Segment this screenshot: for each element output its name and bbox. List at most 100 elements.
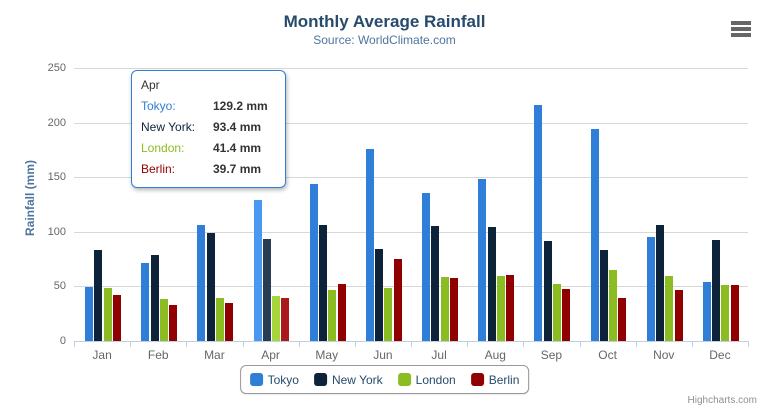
x-axis-tick <box>74 342 75 347</box>
y-axis-tick-label: 200 <box>47 116 66 129</box>
x-axis-tick <box>243 342 244 347</box>
bar-london-nov[interactable] <box>665 276 674 341</box>
bar-tokyo-nov[interactable] <box>646 236 655 341</box>
legend-item-berlin[interactable]: Berlin <box>470 372 520 387</box>
legend-label: Berlin <box>488 372 520 387</box>
x-axis-tick <box>186 342 187 347</box>
bar-london-jun[interactable] <box>384 288 393 341</box>
bar-london-sep[interactable] <box>552 283 561 341</box>
bar-berlin-jul[interactable] <box>449 278 458 341</box>
bar-new-york-jun[interactable] <box>375 248 384 341</box>
y-axis-tick-label: 0 <box>59 335 66 347</box>
bar-tokyo-feb[interactable] <box>141 262 150 341</box>
bar-berlin-jun[interactable] <box>393 258 402 341</box>
y-gridline <box>74 177 748 179</box>
bar-new-york-apr[interactable] <box>262 239 271 341</box>
x-axis-category-label: Aug <box>484 348 506 362</box>
x-axis-category-label: Jul <box>431 348 447 362</box>
tooltip-series-value: 129.2 mm <box>213 99 268 113</box>
bar-berlin-nov[interactable] <box>674 289 683 341</box>
y-gridline <box>74 286 748 288</box>
x-axis-category-label: Dec <box>709 348 731 362</box>
bar-london-mar[interactable] <box>215 298 224 341</box>
y-gridline <box>74 231 748 233</box>
bar-new-york-feb[interactable] <box>150 255 159 341</box>
x-axis-tick <box>130 342 131 347</box>
hamburger-icon <box>731 21 751 25</box>
bar-london-jul[interactable] <box>440 276 449 341</box>
x-axis-category-label: Apr <box>261 348 280 362</box>
tooltip-series-value: 41.4 mm <box>213 141 262 155</box>
x-axis-category-label: Oct <box>598 348 617 362</box>
bar-berlin-apr[interactable] <box>281 297 290 341</box>
chart-title: Monthly Average Rainfall <box>283 12 486 31</box>
bar-new-york-may[interactable] <box>319 225 327 341</box>
y-gridline <box>74 122 748 124</box>
bar-berlin-mar[interactable] <box>225 303 234 341</box>
bar-london-jan[interactable] <box>103 287 112 341</box>
bar-berlin-may[interactable] <box>337 283 346 341</box>
bar-new-york-dec[interactable] <box>712 240 721 341</box>
bar-berlin-sep[interactable] <box>562 289 571 341</box>
x-axis-tick <box>692 342 693 347</box>
bar-london-dec[interactable] <box>721 285 730 341</box>
bar-tokyo-jun[interactable] <box>365 148 374 341</box>
x-axis-tick <box>467 342 468 347</box>
hamburger-icon <box>731 27 751 31</box>
bar-tokyo-mar[interactable] <box>197 224 206 341</box>
bar-london-aug[interactable] <box>496 275 505 341</box>
bar-tokyo-sep[interactable] <box>534 104 543 341</box>
bar-london-feb[interactable] <box>159 298 168 341</box>
bar-new-york-nov[interactable] <box>656 224 664 341</box>
bar-new-york-mar[interactable] <box>206 233 215 341</box>
credits-link[interactable]: Highcharts.com <box>687 395 757 406</box>
bar-tokyo-apr[interactable] <box>253 199 262 341</box>
x-axis-tick <box>636 342 637 347</box>
legend-swatch-icon <box>470 373 484 386</box>
tooltip-series-value: 39.7 mm <box>213 162 262 176</box>
legend-swatch-icon <box>397 373 411 386</box>
bar-berlin-jan[interactable] <box>112 294 121 341</box>
legend-swatch-icon <box>249 373 263 386</box>
x-axis-category-label: Jun <box>373 348 393 362</box>
bar-berlin-oct[interactable] <box>618 298 627 341</box>
tooltip: Apr Tokyo: 129.2 mm New York: 93.4 mm London… <box>131 70 286 188</box>
legend-item-new-york[interactable]: New York <box>313 372 383 387</box>
export-menu-button[interactable] <box>727 18 755 40</box>
tooltip-series-label: Tokyo: <box>141 99 176 113</box>
x-axis-category-label: Nov <box>653 348 675 362</box>
chart-subtitle: Source: WorldClimate.com <box>313 33 456 47</box>
bar-tokyo-jan[interactable] <box>85 286 93 341</box>
x-axis-category-label: Mar <box>204 348 225 362</box>
y-axis-tick-label: 100 <box>47 225 66 238</box>
legend-swatch-icon <box>313 373 327 386</box>
tooltip-series-label: London: <box>141 141 185 155</box>
x-axis-line <box>74 341 749 342</box>
bar-new-york-jul[interactable] <box>431 226 440 341</box>
bar-new-york-sep[interactable] <box>543 241 552 341</box>
legend-item-london[interactable]: London <box>397 372 456 387</box>
bar-tokyo-oct[interactable] <box>590 129 599 341</box>
bar-tokyo-may[interactable] <box>309 183 318 341</box>
bar-berlin-feb[interactable] <box>169 304 178 341</box>
legend-item-tokyo[interactable]: Tokyo <box>249 373 299 387</box>
bar-london-apr[interactable] <box>272 295 281 341</box>
tooltip-series-label: New York: <box>141 120 196 134</box>
legend-label: London <box>415 372 456 387</box>
bar-new-york-jan[interactable] <box>94 249 103 341</box>
bar-tokyo-dec[interactable] <box>702 281 711 341</box>
legend: Tokyo New York London Berlin <box>239 365 530 394</box>
x-axis-category-label: Jan <box>92 348 112 362</box>
bar-tokyo-jul[interactable] <box>422 192 430 341</box>
bar-tokyo-aug[interactable] <box>478 178 487 341</box>
legend-label: New York <box>331 372 383 387</box>
bar-new-york-oct[interactable] <box>599 249 608 341</box>
bar-london-oct[interactable] <box>609 269 618 341</box>
bar-new-york-aug[interactable] <box>487 227 496 341</box>
x-axis-tick <box>523 342 524 347</box>
bar-berlin-dec[interactable] <box>730 285 739 341</box>
bar-london-may[interactable] <box>328 289 337 341</box>
x-axis-tick <box>411 342 412 347</box>
bar-berlin-aug[interactable] <box>506 275 515 341</box>
